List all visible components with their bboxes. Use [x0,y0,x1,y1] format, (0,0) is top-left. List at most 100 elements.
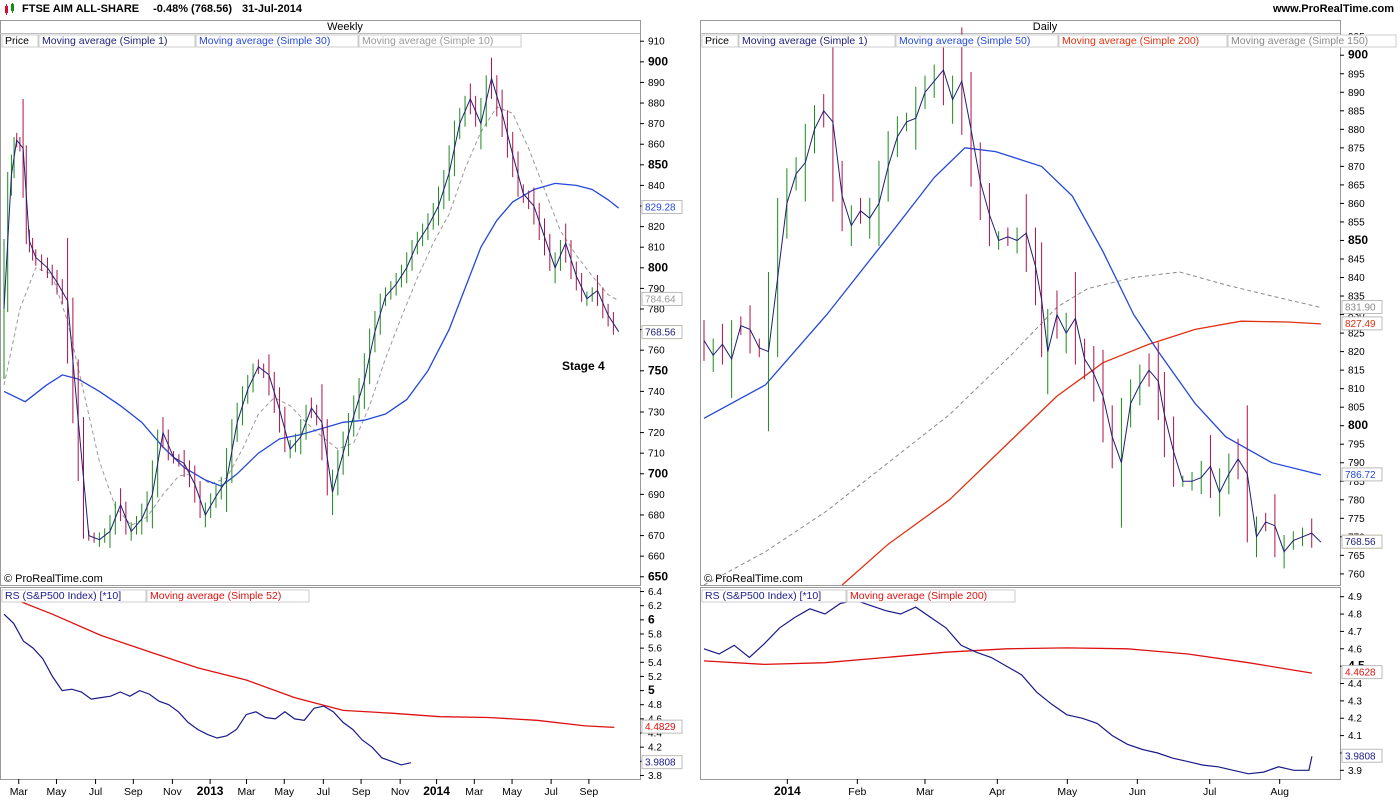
y-tick-label: 900 [648,54,668,68]
y-tick-label: 900 [1348,48,1368,62]
weekly-price-frame [0,20,641,586]
last-value-label: 3.9808 [641,755,683,770]
y-tick-label: 880 [1348,125,1365,136]
legend-box [146,589,310,603]
y-tick-label: 850 [648,157,668,171]
sma200-line [841,320,1321,586]
y-tick-label: 710 [648,449,665,460]
sma50-line [703,147,1322,476]
last-value-box [1341,748,1383,763]
last-value-text: 829.28 [645,202,676,213]
y-tick-label: 4.6 [1348,644,1362,655]
y-tick-label: 785 [1348,477,1365,488]
x-tick-label: Feb [848,786,866,798]
y-tick-label: 810 [1348,384,1365,395]
y-tick-label: 795 [1348,440,1365,451]
legend-item: Moving average (Simple 52) [150,590,281,602]
x-tick-label: Jul [544,786,557,798]
legend-item: Moving average (Simple 50) [899,35,1030,47]
legend-item: Price [705,35,729,47]
y-tick-label: 720 [648,428,665,439]
last-value-box [1341,300,1383,315]
y-tick-label: 825 [1348,329,1365,340]
y-tick-label: 815 [1348,366,1365,377]
legend-item: Price [5,35,29,47]
legend-box [701,589,847,603]
price-change: -0.48% (768.56) [153,3,233,15]
y-tick-label: 860 [1348,199,1365,210]
last-value-label: 768.56 [1341,534,1383,549]
legend-box [1058,34,1228,48]
last-value-label: 829.28 [641,199,683,214]
y-tick-label: 4.4 [1348,679,1362,690]
y-tick-label: 870 [648,119,665,130]
legend-box [895,34,1059,48]
y-tick-label: 895 [1348,69,1365,80]
legend-item: RS (S&P500 Index) [*10] [705,590,821,602]
x-tick-label: Mar [916,786,935,798]
y-tick-label: 4.4 [648,729,662,740]
y-tick-label: 4.9 [1348,592,1362,603]
instrument-name: FTSE AIM ALL-SHARE [22,3,140,15]
last-value-box [1341,316,1383,331]
x-tick-label: Aug [1270,786,1289,798]
legend-item: Moving average (Simple 200) [850,590,987,602]
legend-box [738,34,896,48]
last-value-text: 4.4628 [1345,668,1376,679]
site-url[interactable]: www.ProRealTime.com [1272,3,1394,15]
last-value-box [641,199,683,214]
legend-box [1,589,147,603]
last-value-text: 3.9808 [645,758,676,769]
y-tick-label: 4.2 [1348,714,1362,725]
x-tick-label: May [1057,786,1078,798]
sma10-line [3,106,619,526]
y-tick-label: 845 [1348,254,1365,265]
x-tick-label: Nov [391,786,410,798]
last-value-label: 4.4829 [641,719,683,734]
copyright: © ProRealTime.com [704,573,803,585]
last-value-label: 4.4628 [1341,665,1383,680]
last-value-box [1341,467,1383,482]
x-tick-label: May [47,786,68,798]
y-tick-label: 865 [1348,180,1365,191]
legend-box [1,34,39,48]
y-tick-label: 800 [648,260,668,274]
legend-box [701,34,739,48]
y-tick-label: 910 [648,37,665,48]
last-value-label: 768.56 [641,325,683,340]
legend-item: Moving average (Simple 1) [42,35,167,47]
y-tick-label: 790 [1348,458,1365,469]
rs-line [703,599,1313,775]
y-tick-label: 730 [648,407,665,418]
y-tick-label: 680 [648,510,665,521]
last-value-text: 786.72 [1345,470,1376,481]
last-value-box [1341,665,1383,680]
x-tick-label: May [502,786,523,798]
x-tick-label: 2014 [774,784,801,798]
legend-box [195,34,359,48]
y-tick-label: 3.9 [1348,766,1362,777]
sma150-line [703,271,1322,586]
last-value-text: 3.9808 [1345,751,1376,762]
x-tick-label: Nov [163,786,182,798]
legend-box [846,589,1016,603]
x-tick-label: 2013 [197,784,224,798]
y-tick-label: 890 [1348,88,1365,99]
y-tick-label: 6.4 [648,587,662,598]
y-tick-label: 790 [648,284,665,295]
y-tick-label: 780 [1348,495,1365,506]
y-tick-label: 850 [1348,233,1368,247]
last-value-text: 784.64 [645,294,676,305]
y-tick-label: 4.8 [648,700,662,711]
y-tick-label: 650 [648,569,668,583]
daily-price-frame [700,20,1341,586]
y-tick-label: 775 [1348,514,1365,525]
y-tick-label: 820 [1348,347,1365,358]
y-tick-label: 835 [1348,292,1365,303]
x-tick-label: Jul [1203,786,1216,798]
chart-date: 31-Jul-2014 [242,3,302,15]
y-tick-label: 855 [1348,217,1365,228]
legend-item: Moving average (Simple 200) [1062,35,1199,47]
y-tick-label: 4.7 [1348,627,1362,638]
